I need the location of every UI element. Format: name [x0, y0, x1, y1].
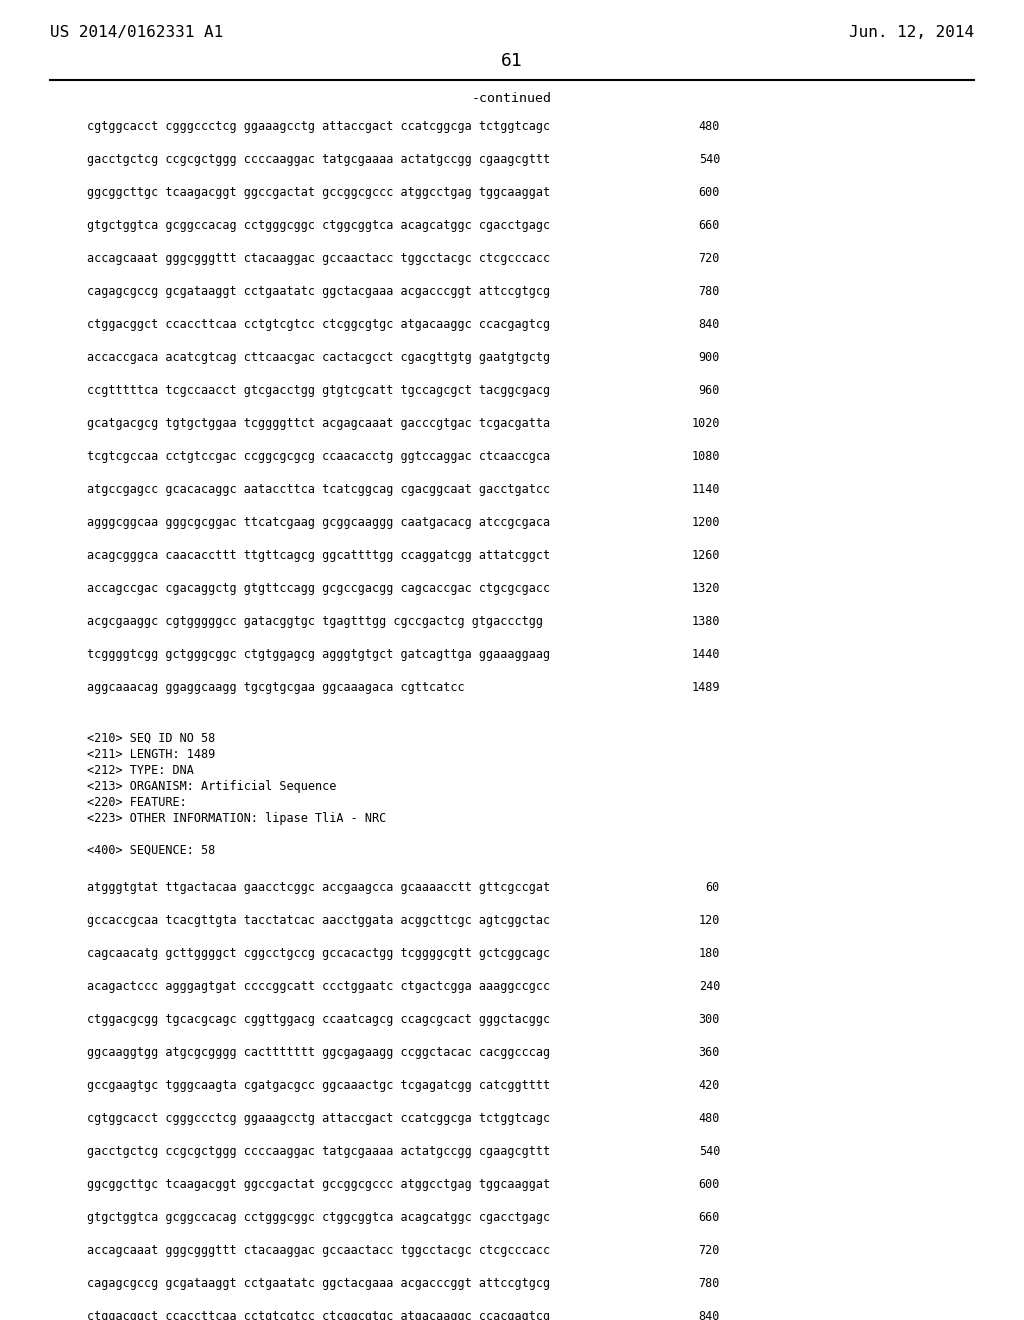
Text: 420: 420	[698, 1078, 720, 1092]
Text: ctggacggct ccaccttcaa cctgtcgtcc ctcggcgtgc atgacaaggc ccacgagtcg: ctggacggct ccaccttcaa cctgtcgtcc ctcggcg…	[87, 1309, 550, 1320]
Text: cgtggcacct cgggccctcg ggaaagcctg attaccgact ccatcggcga tctggtcagc: cgtggcacct cgggccctcg ggaaagcctg attaccg…	[87, 120, 550, 133]
Text: gacctgctcg ccgcgctggg ccccaaggac tatgcgaaaa actatgccgg cgaagcgttt: gacctgctcg ccgcgctggg ccccaaggac tatgcga…	[87, 1144, 550, 1158]
Text: 180: 180	[698, 946, 720, 960]
Text: accaccgaca acatcgtcag cttcaacgac cactacgcct cgacgttgtg gaatgtgctg: accaccgaca acatcgtcag cttcaacgac cactacg…	[87, 351, 550, 364]
Text: 1080: 1080	[691, 450, 720, 463]
Text: cgtggcacct cgggccctcg ggaaagcctg attaccgact ccatcggcga tctggtcagc: cgtggcacct cgggccctcg ggaaagcctg attaccg…	[87, 1111, 550, 1125]
Text: atgccgagcc gcacacaggc aataccttca tcatcggcag cgacggcaat gacctgatcc: atgccgagcc gcacacaggc aataccttca tcatcgg…	[87, 483, 550, 496]
Text: 1440: 1440	[691, 648, 720, 661]
Text: tcggggtcgg gctgggcggc ctgtggagcg agggtgtgct gatcagttga ggaaaggaag: tcggggtcgg gctgggcggc ctgtggagcg agggtgt…	[87, 648, 550, 661]
Text: 1380: 1380	[691, 615, 720, 628]
Text: 780: 780	[698, 1276, 720, 1290]
Text: cagcaacatg gcttggggct cggcctgccg gccacactgg tcggggcgtt gctcggcagc: cagcaacatg gcttggggct cggcctgccg gccacac…	[87, 946, 550, 960]
Text: gcatgacgcg tgtgctggaa tcggggttct acgagcaaat gacccgtgac tcgacgatta: gcatgacgcg tgtgctggaa tcggggttct acgagca…	[87, 417, 550, 430]
Text: -continued: -continued	[472, 92, 552, 106]
Text: 480: 480	[698, 1111, 720, 1125]
Text: 660: 660	[698, 1210, 720, 1224]
Text: acgcgaaggc cgtgggggcc gatacggtgc tgagtttgg cgccgactcg gtgaccctgg: acgcgaaggc cgtgggggcc gatacggtgc tgagttt…	[87, 615, 543, 628]
Text: 1200: 1200	[691, 516, 720, 529]
Text: gacctgctcg ccgcgctggg ccccaaggac tatgcgaaaa actatgccgg cgaagcgttt: gacctgctcg ccgcgctggg ccccaaggac tatgcga…	[87, 153, 550, 166]
Text: 720: 720	[698, 252, 720, 265]
Text: accagcaaat gggcgggttt ctacaaggac gccaactacc tggcctacgc ctcgcccacc: accagcaaat gggcgggttt ctacaaggac gccaact…	[87, 252, 550, 265]
Text: atgggtgtat ttgactacaa gaacctcggc accgaagcca gcaaaacctt gttcgccgat: atgggtgtat ttgactacaa gaacctcggc accgaag…	[87, 880, 550, 894]
Text: <211> LENGTH: 1489: <211> LENGTH: 1489	[87, 748, 215, 762]
Text: gccaccgcaa tcacgttgta tacctatcac aacctggata acggcttcgc agtcggctac: gccaccgcaa tcacgttgta tacctatcac aacctgg…	[87, 913, 550, 927]
Text: cagagcgccg gcgataaggt cctgaatatc ggctacgaaa acgacccggt attccgtgcg: cagagcgccg gcgataaggt cctgaatatc ggctacg…	[87, 1276, 550, 1290]
Text: 120: 120	[698, 913, 720, 927]
Text: 1320: 1320	[691, 582, 720, 595]
Text: accagccgac cgacaggctg gtgttccagg gcgccgacgg cagcaccgac ctgcgcgacc: accagccgac cgacaggctg gtgttccagg gcgccga…	[87, 582, 550, 595]
Text: gtgctggtca gcggccacag cctgggcggc ctggcggtca acagcatggc cgacctgagc: gtgctggtca gcggccacag cctgggcggc ctggcgg…	[87, 1210, 550, 1224]
Text: 240: 240	[698, 979, 720, 993]
Text: aggcaaacag ggaggcaagg tgcgtgcgaa ggcaaagaca cgttcatcc: aggcaaacag ggaggcaagg tgcgtgcgaa ggcaaag…	[87, 681, 465, 694]
Text: 960: 960	[698, 384, 720, 397]
Text: gccgaagtgc tgggcaagta cgatgacgcc ggcaaactgc tcgagatcgg catcggtttt: gccgaagtgc tgggcaagta cgatgacgcc ggcaaac…	[87, 1078, 550, 1092]
Text: 840: 840	[698, 1309, 720, 1320]
Text: ctggacggct ccaccttcaa cctgtcgtcc ctcggcgtgc atgacaaggc ccacgagtcg: ctggacggct ccaccttcaa cctgtcgtcc ctcggcg…	[87, 318, 550, 331]
Text: 300: 300	[698, 1012, 720, 1026]
Text: ctggacgcgg tgcacgcagc cggttggacg ccaatcagcg ccagcgcact gggctacggc: ctggacgcgg tgcacgcagc cggttggacg ccaatca…	[87, 1012, 550, 1026]
Text: 780: 780	[698, 285, 720, 298]
Text: 61: 61	[501, 51, 523, 70]
Text: Jun. 12, 2014: Jun. 12, 2014	[849, 25, 974, 40]
Text: <400> SEQUENCE: 58: <400> SEQUENCE: 58	[87, 843, 215, 857]
Text: cagagcgccg gcgataaggt cctgaatatc ggctacgaaa acgacccggt attccgtgcg: cagagcgccg gcgataaggt cctgaatatc ggctacg…	[87, 285, 550, 298]
Text: tcgtcgccaa cctgtccgac ccggcgcgcg ccaacacctg ggtccaggac ctcaaccgca: tcgtcgccaa cctgtccgac ccggcgcgcg ccaacac…	[87, 450, 550, 463]
Text: <210> SEQ ID NO 58: <210> SEQ ID NO 58	[87, 733, 215, 744]
Text: accagcaaat gggcgggttt ctacaaggac gccaactacc tggcctacgc ctcgcccacc: accagcaaat gggcgggttt ctacaaggac gccaact…	[87, 1243, 550, 1257]
Text: acagcgggca caacaccttt ttgttcagcg ggcattttgg ccaggatcgg attatcggct: acagcgggca caacaccttt ttgttcagcg ggcattt…	[87, 549, 550, 562]
Text: ggcggcttgc tcaagacggt ggccgactat gccggcgccc atggcctgag tggcaaggat: ggcggcttgc tcaagacggt ggccgactat gccggcg…	[87, 1177, 550, 1191]
Text: 60: 60	[706, 880, 720, 894]
Text: 540: 540	[698, 1144, 720, 1158]
Text: 1489: 1489	[691, 681, 720, 694]
Text: 540: 540	[698, 153, 720, 166]
Text: 720: 720	[698, 1243, 720, 1257]
Text: <220> FEATURE:: <220> FEATURE:	[87, 796, 186, 809]
Text: gtgctggtca gcggccacag cctgggcggc ctggcggtca acagcatggc cgacctgagc: gtgctggtca gcggccacag cctgggcggc ctggcgg…	[87, 219, 550, 232]
Text: 900: 900	[698, 351, 720, 364]
Text: 660: 660	[698, 219, 720, 232]
Text: 1140: 1140	[691, 483, 720, 496]
Text: 360: 360	[698, 1045, 720, 1059]
Text: acagactccc agggagtgat ccccggcatt ccctggaatc ctgactcgga aaaggccgcc: acagactccc agggagtgat ccccggcatt ccctgga…	[87, 979, 550, 993]
Text: <213> ORGANISM: Artificial Sequence: <213> ORGANISM: Artificial Sequence	[87, 780, 336, 793]
Text: 600: 600	[698, 186, 720, 199]
Text: <212> TYPE: DNA: <212> TYPE: DNA	[87, 764, 194, 777]
Text: 480: 480	[698, 120, 720, 133]
Text: US 2014/0162331 A1: US 2014/0162331 A1	[50, 25, 223, 40]
Text: <223> OTHER INFORMATION: lipase TliA - NRC: <223> OTHER INFORMATION: lipase TliA - N…	[87, 812, 386, 825]
Text: agggcggcaa gggcgcggac ttcatcgaag gcggcaaggg caatgacacg atccgcgaca: agggcggcaa gggcgcggac ttcatcgaag gcggcaa…	[87, 516, 550, 529]
Text: ggcaaggtgg atgcgcgggg cacttttttt ggcgagaagg ccggctacac cacggcccag: ggcaaggtgg atgcgcgggg cacttttttt ggcgaga…	[87, 1045, 550, 1059]
Text: 1020: 1020	[691, 417, 720, 430]
Text: ccgtttttca tcgccaacct gtcgacctgg gtgtcgcatt tgccagcgct tacggcgacg: ccgtttttca tcgccaacct gtcgacctgg gtgtcgc…	[87, 384, 550, 397]
Text: 600: 600	[698, 1177, 720, 1191]
Text: 1260: 1260	[691, 549, 720, 562]
Text: 840: 840	[698, 318, 720, 331]
Text: ggcggcttgc tcaagacggt ggccgactat gccggcgccc atggcctgag tggcaaggat: ggcggcttgc tcaagacggt ggccgactat gccggcg…	[87, 186, 550, 199]
